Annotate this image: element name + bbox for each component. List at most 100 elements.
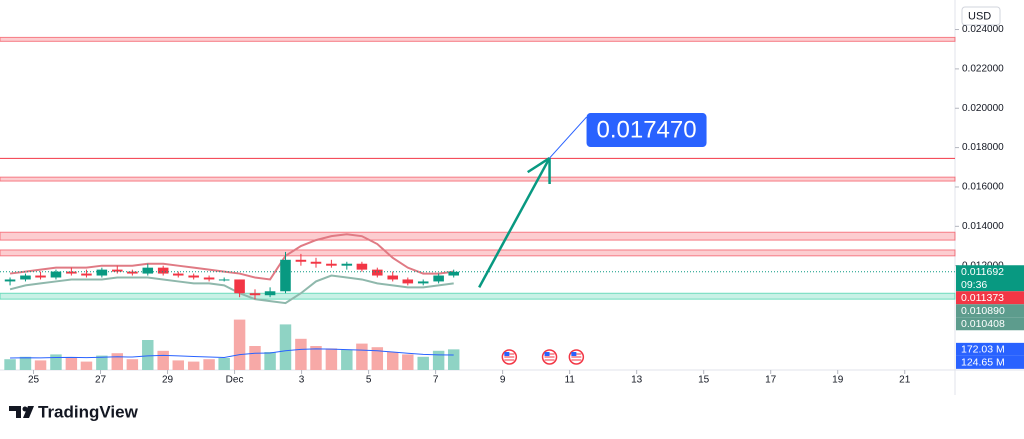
y-tick-label: 0.018000 (962, 142, 1004, 153)
target-box (586, 113, 707, 148)
x-tick-label: 13 (631, 375, 643, 386)
volume-bar (203, 359, 215, 370)
x-tick-label: 15 (698, 375, 710, 386)
x-tick-label: 27 (95, 375, 107, 386)
volume-bar (19, 356, 32, 370)
volume-bar (187, 361, 200, 370)
candle-body (112, 269, 123, 272)
currency: USD (968, 10, 991, 22)
zone (0, 231, 956, 241)
x-tick-label: 11 (564, 375, 575, 386)
candle-body (249, 293, 261, 296)
x-tick-label: 7 (433, 375, 439, 386)
countdown: 09:36 (961, 279, 987, 291)
price-label: 0.011692 (961, 266, 1004, 278)
band-line (9, 274, 454, 305)
price-label-box (956, 317, 1024, 331)
x-tick-label: 17 (765, 375, 777, 386)
currency-box[interactable] (961, 6, 1001, 26)
y-tick-label: 0.014000 (962, 221, 1004, 232)
x-tick-label: 19 (832, 375, 844, 386)
candle-body (157, 267, 169, 274)
candle-body (341, 263, 353, 266)
volume-bar (65, 358, 78, 370)
volume-bar (341, 349, 353, 370)
volume-bar (126, 359, 139, 370)
logo (9, 406, 34, 418)
candle-body (4, 279, 16, 282)
target-label: 0.017470 (596, 116, 696, 143)
price-label: 0.010890 (961, 305, 1005, 317)
candle-body (433, 275, 444, 282)
candle-body (142, 267, 154, 274)
volume-label: 124.65 M (961, 357, 1005, 369)
volume-bar (325, 348, 338, 370)
candle-body (35, 275, 46, 278)
volume-bar (50, 354, 62, 370)
volume-bar (96, 355, 108, 370)
candle-body (280, 259, 291, 292)
event-canton (504, 352, 510, 356)
volume-bar (80, 361, 93, 370)
y-tick-label: 0.020000 (962, 103, 1004, 114)
candle-body (234, 279, 245, 294)
y-tick-label: 0.016000 (962, 182, 1004, 193)
zone (0, 176, 956, 182)
volume-label: 172.03 M (961, 344, 1005, 356)
volume-bar (264, 352, 276, 370)
volume-bar (295, 338, 307, 370)
band-line (9, 233, 454, 281)
x-tick-label: 5 (366, 375, 372, 386)
candle-body (310, 261, 322, 264)
y-tick-label: 0.022000 (962, 64, 1004, 75)
event-canton (571, 352, 577, 356)
brand: TradingView (38, 402, 139, 421)
candle-body (218, 279, 230, 281)
candle-body (50, 271, 62, 278)
candle-body (372, 269, 383, 276)
price-label: 0.010408 (961, 318, 1005, 330)
volume-bar (172, 360, 184, 370)
price-label-box (956, 265, 1024, 292)
candle-body (326, 263, 337, 266)
volume-bar (356, 343, 368, 370)
candle-body (448, 271, 459, 276)
candle-body (387, 275, 399, 280)
volume (4, 319, 460, 370)
x-tick-label: 25 (28, 375, 40, 386)
candle-body (81, 273, 92, 276)
volume-bar (447, 349, 460, 370)
volume-bar (249, 346, 261, 370)
event-canton (544, 352, 550, 356)
x-tick-label: 3 (299, 375, 305, 386)
candle-body (417, 281, 429, 284)
candle-body (96, 269, 108, 276)
candle-body (264, 291, 276, 296)
volume-bar (111, 353, 124, 370)
volume-bar (432, 350, 445, 370)
zone (0, 36, 956, 42)
candle-body (20, 275, 31, 280)
x-tick-label: Dec (226, 375, 244, 386)
volume-bar (34, 360, 47, 370)
volume-label-box (956, 355, 1024, 369)
zone (0, 292, 956, 300)
volume-ma (10, 348, 454, 359)
arrow-head (527, 156, 551, 174)
x-tick-label: 29 (162, 375, 174, 386)
volume-bar (417, 356, 429, 370)
volume-label-box (956, 342, 1024, 356)
candle-body (188, 275, 199, 278)
volume-bar (310, 346, 322, 370)
volume-bar (233, 319, 246, 370)
volume-bar (371, 347, 384, 370)
volume-bar (157, 350, 169, 370)
candle-body (356, 263, 368, 270)
candle-body (203, 277, 215, 280)
volume-bar (218, 358, 230, 370)
candle-body (127, 271, 138, 274)
x-tick-label: 21 (899, 375, 911, 386)
x-tick-label: 9 (500, 375, 506, 386)
volume-bar (386, 352, 399, 370)
